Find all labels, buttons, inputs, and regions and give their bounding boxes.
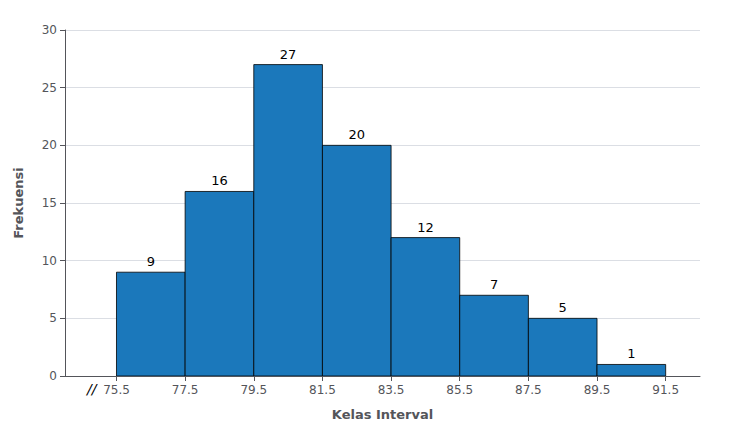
- svg-text:Frekuensi: Frekuensi: [11, 167, 26, 238]
- svg-text:5: 5: [49, 311, 57, 325]
- svg-text:10: 10: [42, 254, 57, 268]
- svg-text:91.5: 91.5: [652, 383, 679, 397]
- svg-text:5: 5: [559, 300, 567, 315]
- svg-text://: //: [85, 381, 98, 397]
- svg-text:81.5: 81.5: [309, 383, 336, 397]
- svg-text:75.5: 75.5: [103, 383, 130, 397]
- svg-text:27: 27: [280, 47, 297, 62]
- svg-text:0: 0: [49, 369, 57, 383]
- svg-text:89.5: 89.5: [584, 383, 611, 397]
- svg-text:79.5: 79.5: [240, 383, 267, 397]
- svg-text:83.5: 83.5: [378, 383, 405, 397]
- svg-text:16: 16: [211, 173, 228, 188]
- svg-text:Kelas Interval: Kelas Interval: [332, 407, 433, 422]
- svg-text:25: 25: [42, 81, 57, 95]
- svg-text:9: 9: [147, 254, 155, 269]
- svg-text:85.5: 85.5: [446, 383, 473, 397]
- svg-text:15: 15: [42, 196, 57, 210]
- svg-text:1: 1: [627, 346, 635, 361]
- svg-text:20: 20: [348, 127, 365, 142]
- svg-text:7: 7: [490, 277, 498, 292]
- svg-text:12: 12: [417, 220, 434, 235]
- svg-text:77.5: 77.5: [172, 383, 199, 397]
- svg-text:87.5: 87.5: [515, 383, 542, 397]
- svg-text:20: 20: [42, 138, 57, 152]
- svg-text:30: 30: [42, 23, 57, 37]
